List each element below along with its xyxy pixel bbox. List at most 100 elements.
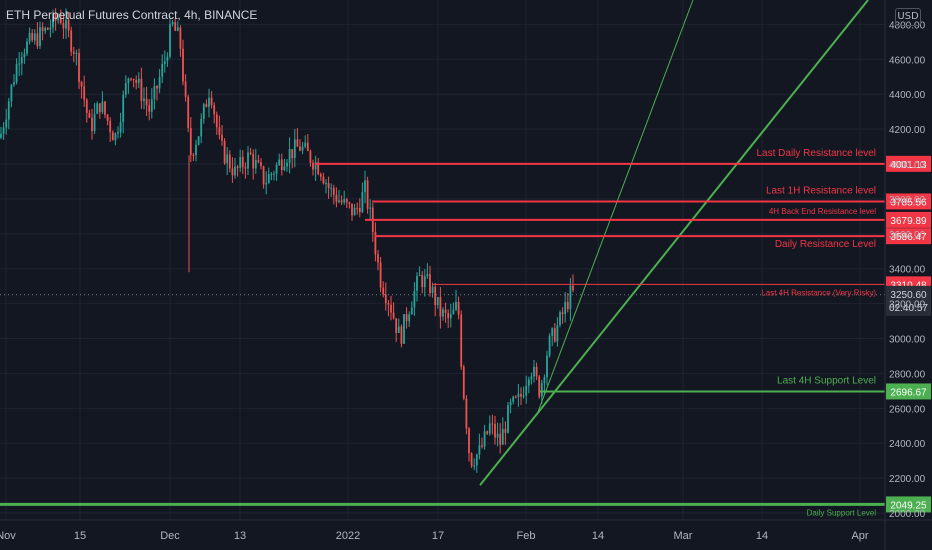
candle-body	[514, 396, 517, 398]
candle-body	[145, 98, 148, 106]
candle-body	[543, 377, 546, 384]
candle-body	[457, 301, 460, 315]
x-tick-label: Nov	[0, 530, 16, 542]
countdown-value: 02:40:57	[889, 303, 928, 314]
x-tick-label: 14	[756, 530, 768, 542]
candle-body	[540, 383, 543, 397]
grid	[0, 0, 885, 520]
candle-body	[215, 114, 218, 128]
currency-button[interactable]: USD	[895, 8, 921, 26]
candle-body	[210, 97, 213, 106]
candle-body	[403, 314, 405, 344]
candle-body	[244, 167, 247, 169]
candle-body	[462, 366, 465, 399]
candle-body	[491, 423, 494, 425]
candle-body	[293, 139, 296, 159]
candle-body	[494, 423, 496, 438]
level-price-value: 2696.67	[890, 387, 927, 398]
candle-body	[366, 180, 369, 209]
y-tick-label: 4600.00	[889, 55, 926, 66]
candle-body	[512, 396, 515, 402]
candle-body	[124, 83, 127, 95]
last-price-value: 3250.60	[890, 290, 927, 301]
candle-body	[553, 328, 556, 342]
candle-body	[36, 33, 39, 47]
candle-body	[260, 162, 262, 167]
candle-body	[327, 182, 330, 188]
candle-body	[182, 48, 184, 82]
candle-body	[405, 314, 408, 322]
candle-body	[96, 103, 99, 114]
candle-body	[569, 285, 572, 310]
candle-body	[189, 127, 192, 155]
candle-body	[93, 113, 96, 132]
candle-body	[535, 366, 538, 377]
candle-body	[15, 64, 18, 83]
candle-body	[384, 294, 387, 304]
candle-body	[273, 173, 275, 175]
level-label: Last 4H Support Level	[777, 375, 876, 386]
candle-body	[332, 187, 335, 195]
y-tick-label: 2200.00	[889, 474, 926, 485]
level-label: Last Daily Resistance level	[757, 148, 877, 159]
candle-body	[39, 27, 41, 47]
candle-body	[312, 162, 314, 170]
y-tick-label: 2800.00	[889, 369, 926, 380]
candle-body	[33, 33, 36, 41]
candle-body	[546, 355, 548, 378]
candle-body	[231, 168, 234, 176]
candle-body	[325, 182, 327, 184]
candle-body	[127, 78, 130, 84]
candle-body	[364, 180, 366, 192]
candle-body	[561, 312, 564, 315]
last-price-badge	[886, 285, 931, 316]
candle-body	[265, 183, 268, 185]
candle-body	[44, 27, 47, 32]
candle-body	[249, 152, 252, 155]
level-label: Last 4H Resistance (Very Risky)	[761, 288, 876, 297]
candle-body	[392, 312, 395, 319]
level-price-badge	[886, 228, 931, 245]
candle-body	[416, 275, 418, 291]
level-price-badge	[886, 193, 931, 210]
x-tick-label: Apr	[851, 530, 868, 542]
candle-body	[2, 127, 5, 134]
candle-body	[447, 312, 450, 319]
candle-body	[509, 401, 512, 406]
candle-body	[13, 82, 15, 85]
candle-body	[361, 191, 364, 213]
candle-body	[101, 101, 104, 113]
candle-body	[234, 166, 236, 176]
level-label: Daily Resistance Level	[775, 239, 876, 250]
y-tick-label: 4200.00	[889, 125, 926, 136]
candle-body	[442, 309, 444, 317]
candle-body	[423, 276, 426, 288]
chart-title: ETH Perpetual Futures Contract, 4h, BINA…	[6, 8, 258, 22]
candle-body	[410, 307, 413, 315]
candle-body	[455, 301, 457, 310]
candle-body	[122, 94, 125, 123]
candle-body	[88, 113, 91, 118]
candle-body	[530, 376, 533, 380]
candle-body	[18, 63, 21, 65]
candle-body	[421, 275, 424, 288]
candle-body	[83, 86, 86, 100]
candle-body	[80, 81, 83, 87]
candle-body	[439, 297, 442, 317]
candle-body	[522, 395, 525, 397]
candle-body	[75, 52, 78, 54]
candle-body	[449, 314, 452, 319]
candle-body	[314, 162, 317, 170]
candle-body	[166, 56, 169, 62]
trendline-main	[479, 0, 869, 486]
candle-body	[130, 78, 132, 80]
y-tick-label: 2600.00	[889, 404, 926, 415]
candle-body	[286, 162, 288, 167]
candle-body	[525, 385, 528, 396]
candle-body	[111, 132, 114, 141]
candle-body	[163, 61, 166, 64]
candle-body	[223, 140, 226, 164]
candle-body	[496, 433, 499, 438]
